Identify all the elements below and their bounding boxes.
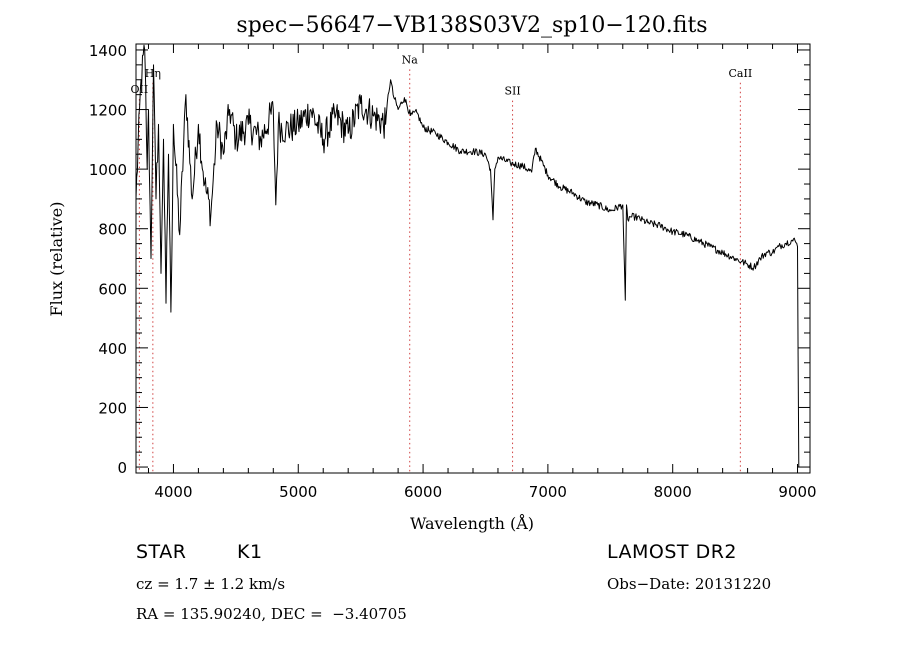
emission-line-markers <box>138 69 741 473</box>
y-tick-label: 0 <box>117 459 127 477</box>
x-tick-label: 6000 <box>404 483 442 501</box>
x-tick-label: 8000 <box>654 483 692 501</box>
emission-line-label: Hη <box>145 67 161 80</box>
y-tick-label: 400 <box>98 340 127 358</box>
emission-line-label: OII <box>131 83 149 96</box>
emission-line-label: SII <box>504 85 520 98</box>
x-tick-label: 5000 <box>279 483 317 501</box>
survey-name: LAMOST DR2 <box>607 541 737 563</box>
spectrum-series <box>135 44 800 468</box>
y-tick-label: 1000 <box>89 161 127 179</box>
x-tick-label: 7000 <box>529 483 567 501</box>
y-tick-label: 200 <box>98 399 127 417</box>
object-subclass: K1 <box>237 541 263 563</box>
emission-line-label: Na <box>402 53 419 66</box>
x-axis-label: Wavelength (Å) <box>410 513 534 533</box>
x-tick-label: 4000 <box>154 483 192 501</box>
y-tick-label: 1400 <box>89 42 127 60</box>
observation-date: Obs−Date: 20131220 <box>607 575 772 593</box>
y-tick-labels: 0 200 400 600 800 1000 1200 1400 <box>89 42 127 477</box>
y-tick-label: 800 <box>98 221 127 239</box>
spectrum-line <box>135 44 800 468</box>
x-tick-labels: 4000 5000 6000 7000 8000 9000 <box>154 483 816 501</box>
redshift-text: cz = 1.7 ± 1.2 km/s <box>136 575 286 593</box>
y-axis-label: Flux (relative) <box>47 202 66 317</box>
object-class: STAR <box>136 541 187 563</box>
emission-line-labels: OII Hη Na SII CaII <box>131 53 753 97</box>
emission-line-label: CaII <box>729 67 753 80</box>
y-tick-label: 600 <box>98 280 127 298</box>
x-tick-label: 9000 <box>778 483 816 501</box>
y-tick-label: 1200 <box>89 102 127 120</box>
coordinates-text: RA = 135.90240, DEC = −3.40705 <box>136 605 407 623</box>
plot-frame <box>135 43 811 474</box>
axis-ticks <box>136 44 810 473</box>
chart-title: spec−56647−VB138S03V2_sp10−120.fits <box>236 13 707 38</box>
